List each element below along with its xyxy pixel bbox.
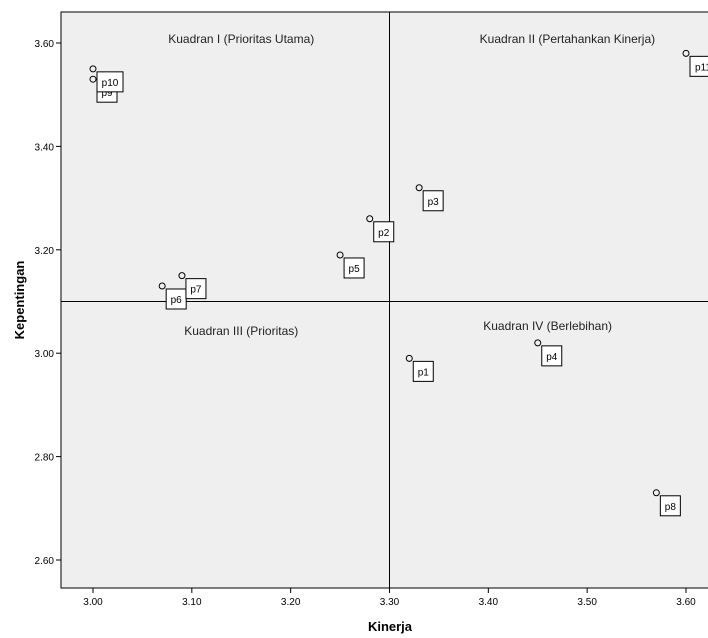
quadrant-label: Kuadran II (Pertahankan Kinerja)	[480, 32, 655, 46]
y-tick-label: 3.60	[35, 39, 55, 50]
point-label-box	[689, 55, 708, 77]
x-tick-label: 3.50	[577, 597, 597, 608]
data-point-p6: p6	[158, 282, 187, 310]
data-point-p10: p10	[89, 65, 124, 93]
x-tick-label: 3.10	[182, 597, 202, 608]
y-tick-label: 2.80	[35, 453, 55, 464]
point-label-box	[412, 360, 434, 382]
point-marker	[178, 272, 186, 280]
point-label-box	[541, 345, 563, 367]
x-tick-label: 3.30	[380, 597, 400, 608]
point-label-box	[343, 257, 365, 279]
point-label: p1	[418, 367, 430, 378]
quadrant-label: Kuadran III (Prioritas)	[184, 324, 298, 338]
point-label: p11	[695, 62, 708, 73]
data-point-p8: p8	[652, 489, 681, 517]
point-marker	[336, 251, 344, 259]
point-marker	[415, 184, 423, 192]
quadrant-labels: Kuadran I (Prioritas Utama) Kuadran II (P…	[168, 32, 655, 338]
x-axis-title: Kinerja	[368, 619, 413, 634]
quadrant-label: Kuadran I (Prioritas Utama)	[168, 32, 314, 46]
x-tick-label: 3.60	[676, 597, 696, 608]
point-marker	[89, 65, 97, 73]
point-marker	[652, 489, 660, 497]
point-marker	[682, 49, 690, 57]
point-label: p2	[378, 228, 390, 239]
point-marker	[89, 75, 97, 83]
y-tick-label: 2.60	[35, 556, 55, 567]
point-label-box	[422, 190, 444, 212]
point-label: p7	[190, 285, 202, 296]
point-marker	[534, 339, 542, 347]
y-tick-label: 3.20	[35, 246, 55, 257]
point-label: p5	[349, 264, 361, 275]
data-point-p5: p5	[336, 251, 365, 279]
data-point-p2: p2	[366, 215, 395, 243]
point-label-box	[373, 221, 395, 243]
point-label: p9	[101, 88, 113, 99]
point-label: p6	[171, 295, 183, 306]
quadrant-label: Kuadran IV (Berlebihan)	[483, 319, 612, 333]
point-marker	[158, 282, 166, 290]
x-tick-label: 3.20	[281, 597, 301, 608]
point-label-box	[659, 495, 681, 517]
point-marker	[405, 354, 413, 362]
data-point-p3: p3	[415, 184, 444, 212]
point-label: p10	[102, 78, 119, 89]
point-label-box	[185, 278, 207, 300]
data-point-p7: p7	[178, 272, 207, 300]
x-tick-label: 3.00	[83, 597, 103, 608]
plot-area	[60, 11, 708, 589]
x-tick-label: 3.40	[479, 597, 499, 608]
x-axis: 3.00 3.10 3.20 3.30 3.40 3.50 3.60	[83, 588, 696, 608]
y-tick-label: 3.40	[35, 142, 55, 153]
y-tick-label: 3.00	[35, 349, 55, 360]
point-label-box	[96, 71, 124, 93]
y-axis: 2.60 2.80 3.00 3.20 3.40 3.60	[35, 39, 61, 567]
point-label: p3	[428, 197, 440, 208]
point-label: p4	[546, 352, 558, 363]
point-marker	[366, 215, 374, 223]
data-point-p11: p11	[682, 49, 708, 77]
data-point-p4: p4	[534, 339, 563, 367]
point-label: p8	[665, 502, 677, 513]
y-axis-title: Kepentingan	[12, 261, 27, 340]
data-point-p1: p1	[405, 354, 434, 382]
